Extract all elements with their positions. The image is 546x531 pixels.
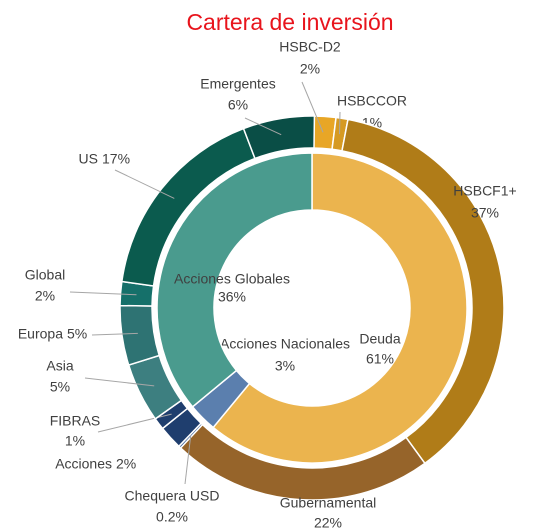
leader-line [84,377,155,387]
inner-slice [156,152,313,408]
slice-label: HSBCCOR [337,93,407,109]
leader-line [91,332,138,336]
slice-value-label: 3% [275,358,295,374]
slice-value-label: 17% [102,151,130,167]
slice-value-label: 22% [314,515,342,531]
slice-label: Acciones [55,456,112,472]
slice-label: Europa [18,326,63,342]
leader-line [97,413,172,433]
slice-value-label: 6% [228,97,248,113]
slice-label: HSBC-D2 [279,39,341,55]
slice-value-label: 2% [300,61,320,77]
slice-value-label: 37% [471,205,499,221]
slice-value-label: 0.2% [156,509,188,525]
slice-label: Acciones Globales [174,271,290,287]
slice-label: Asia [46,358,73,374]
slice-value-label: 2% [116,456,136,472]
outer-slice [242,115,316,160]
slice-value-label: 36% [218,289,246,305]
slice-value-label: 5% [67,326,87,342]
slice-label: Emergentes [200,76,275,92]
slice-label: HSBCF1+ [453,183,516,199]
slice-value-label: 1% [65,433,85,449]
slice-label: Gubernamental [280,495,377,511]
slice-value-label: 2% [35,288,55,304]
slice-value-label: 5% [50,379,70,395]
slice-label: Deuda [359,331,400,347]
slice-label: Global [25,267,65,283]
slice-label: FIBRAS [50,413,101,429]
slice-value-label: 61% [366,351,394,367]
leader-line [114,169,175,199]
outer-slice [119,304,161,366]
leader-line [301,81,324,133]
slice-label: Chequera USD [125,488,220,504]
slice-label: Acciones Nacionales [220,336,350,352]
leader-line [69,291,137,296]
inner-slice [212,152,468,464]
leader-line [244,117,282,136]
slice-label: US [79,151,98,167]
chart-title: Cartera de inversión [186,9,393,35]
leader-line [184,435,192,485]
